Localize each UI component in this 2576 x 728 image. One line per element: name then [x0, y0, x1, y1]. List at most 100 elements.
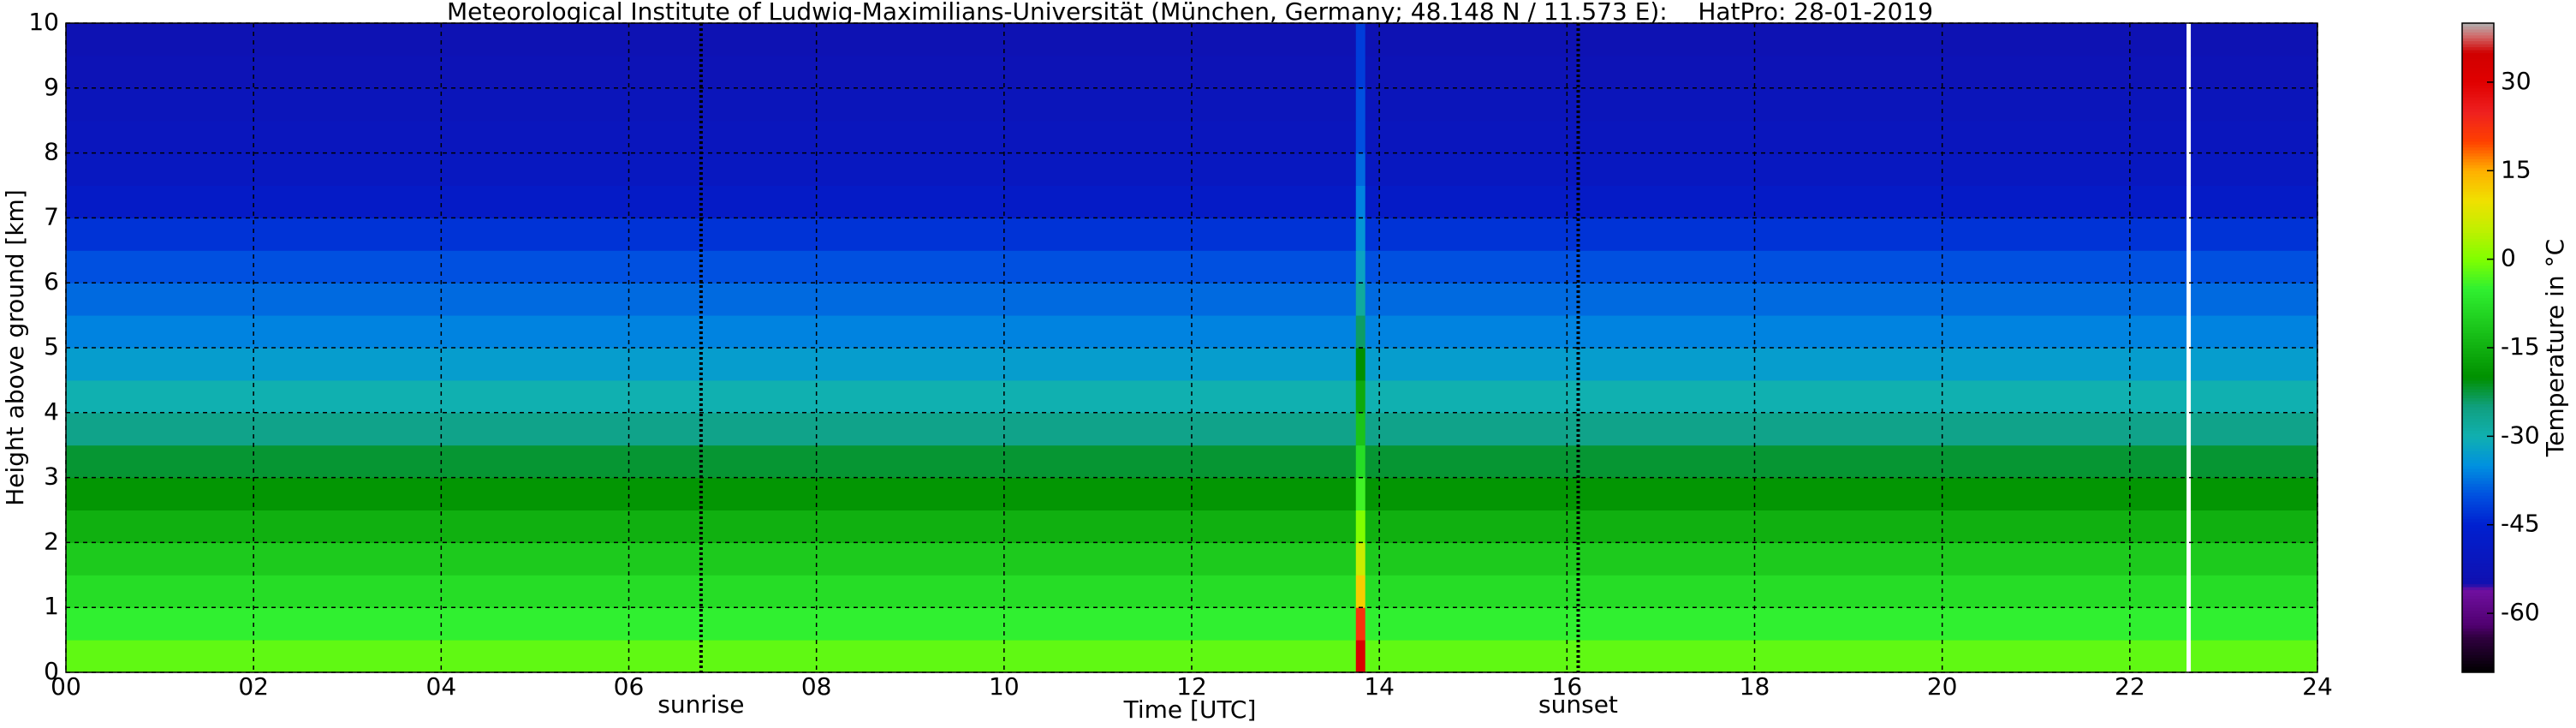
heatmap-cell	[66, 607, 1357, 641]
heatmap-cell	[1365, 640, 2187, 673]
colorbar-segment	[2462, 548, 2494, 552]
colorbar-segment	[2462, 247, 2494, 251]
colorbar-segment	[2462, 182, 2494, 186]
heatmap-cell	[2191, 87, 2318, 122]
colorbar-segment	[2462, 640, 2494, 644]
colorbar-segment	[2462, 385, 2494, 390]
colorbar-segment	[2462, 256, 2494, 260]
colorbar-segment	[2462, 140, 2494, 145]
colorbar-segment	[2462, 93, 2494, 98]
colorbar-segment	[2462, 271, 2494, 275]
colorbar-segment	[2462, 454, 2494, 457]
colorbar-tick-label: 30	[2501, 67, 2531, 95]
colorbar-segment	[2462, 126, 2494, 130]
colorbar-segment	[2462, 267, 2494, 272]
colorbar-segment	[2462, 176, 2494, 181]
colorbar-segment	[2462, 474, 2494, 479]
colorbar-segment	[2462, 259, 2494, 263]
heatmap-cell	[1365, 87, 2187, 122]
heatmap-cell	[2191, 510, 2318, 543]
colorbar-segment	[2462, 152, 2494, 157]
colorbar-segment	[2462, 91, 2494, 95]
colorbar-segment	[2462, 504, 2494, 508]
colorbar-segment	[2462, 353, 2494, 357]
heatmap-cell	[1365, 477, 2187, 510]
colorbar-segment	[2462, 58, 2494, 63]
colorbar-segment	[2462, 241, 2494, 245]
heatmap-cell	[2191, 152, 2318, 186]
colorbar-segment	[2462, 79, 2494, 83]
heatmap-cell	[1365, 445, 2187, 479]
y-tick-label: 8	[44, 138, 59, 166]
x-tick-label: 14	[1364, 672, 1395, 701]
colorbar-segment	[2462, 560, 2494, 564]
heatmap-cell	[66, 315, 1357, 349]
y-tick-label: 10	[28, 8, 59, 36]
colorbar-segment	[2462, 191, 2494, 195]
colorbar-segment	[2462, 144, 2494, 148]
heatmap-cell	[66, 185, 1357, 218]
colorbar-segment	[2462, 114, 2494, 118]
heatmap-cell	[1365, 152, 2187, 186]
heatmap-cell	[2191, 542, 2318, 576]
colorbar-segment	[2462, 483, 2494, 487]
colorbar-segment	[2462, 480, 2494, 484]
colorbar-segment	[2462, 545, 2494, 549]
heatmap-cell	[1365, 575, 2187, 608]
x-tick-label: 02	[238, 672, 269, 701]
heatmap-cell	[66, 445, 1357, 479]
colorbar-segment	[2462, 262, 2494, 266]
colorbar-segment	[2462, 530, 2494, 534]
colorbar-segment	[2462, 111, 2494, 116]
colorbar-segment	[2462, 403, 2494, 408]
colorbar-segment	[2462, 238, 2494, 242]
colorbar-segment	[2462, 397, 2494, 402]
colorbar-segment	[2462, 158, 2494, 163]
colorbar-segment	[2462, 622, 2494, 626]
heatmap-cell	[2191, 55, 2318, 89]
x-tick-label: 12	[1176, 672, 1207, 701]
colorbar-tick-label: -60	[2501, 598, 2540, 626]
colorbar-segment	[2462, 197, 2494, 201]
colorbar-segment	[2462, 583, 2494, 588]
colorbar-segment	[2462, 188, 2494, 192]
colorbar-segment	[2462, 55, 2494, 59]
heatmap-cell	[2191, 23, 2318, 57]
colorbar-segment	[2462, 459, 2494, 463]
colorbar-segment	[2462, 642, 2494, 647]
heatmap-cell	[2191, 640, 2318, 673]
heatmap-cell	[66, 379, 1357, 414]
colorbar-segment	[2462, 161, 2494, 165]
colorbar-segment	[2462, 23, 2494, 27]
heatmap-cell	[66, 218, 1357, 251]
colorbar-segment	[2462, 581, 2494, 585]
colorbar-segment	[2462, 324, 2494, 328]
heatmap-cell	[1365, 542, 2187, 576]
colorbar-segment	[2462, 294, 2494, 298]
colorbar-segment	[2462, 415, 2494, 420]
heatmap-cell	[1365, 250, 2187, 283]
colorbar-segment	[2462, 209, 2494, 213]
colorbar-segment	[2462, 312, 2494, 316]
colorbar-segment	[2462, 442, 2494, 446]
colorbar-segment	[2462, 465, 2494, 469]
x-tick-label: 18	[1740, 672, 1770, 701]
colorbar-segment	[2462, 395, 2494, 399]
colorbar-segment	[2462, 67, 2494, 71]
colorbar-segment	[2462, 250, 2494, 254]
colorbar-segment	[2462, 571, 2494, 576]
colorbar-segment	[2462, 587, 2494, 591]
heatmap-cell	[1365, 412, 2187, 446]
colorbar-segment	[2462, 406, 2494, 410]
colorbar-segment	[2462, 636, 2494, 641]
colorbar-segment	[2462, 512, 2494, 516]
colorbar-segment	[2462, 342, 2494, 346]
colorbar-segment	[2462, 206, 2494, 210]
colorbar-tick-label: 0	[2501, 244, 2516, 272]
colorbar-segment	[2462, 391, 2494, 396]
heatmap-cell	[66, 575, 1357, 608]
colorbar-segment	[2462, 448, 2494, 452]
heatmap-cell	[2191, 445, 2318, 479]
colorbar-segment	[2462, 138, 2494, 142]
colorbar-segment	[2462, 616, 2494, 620]
